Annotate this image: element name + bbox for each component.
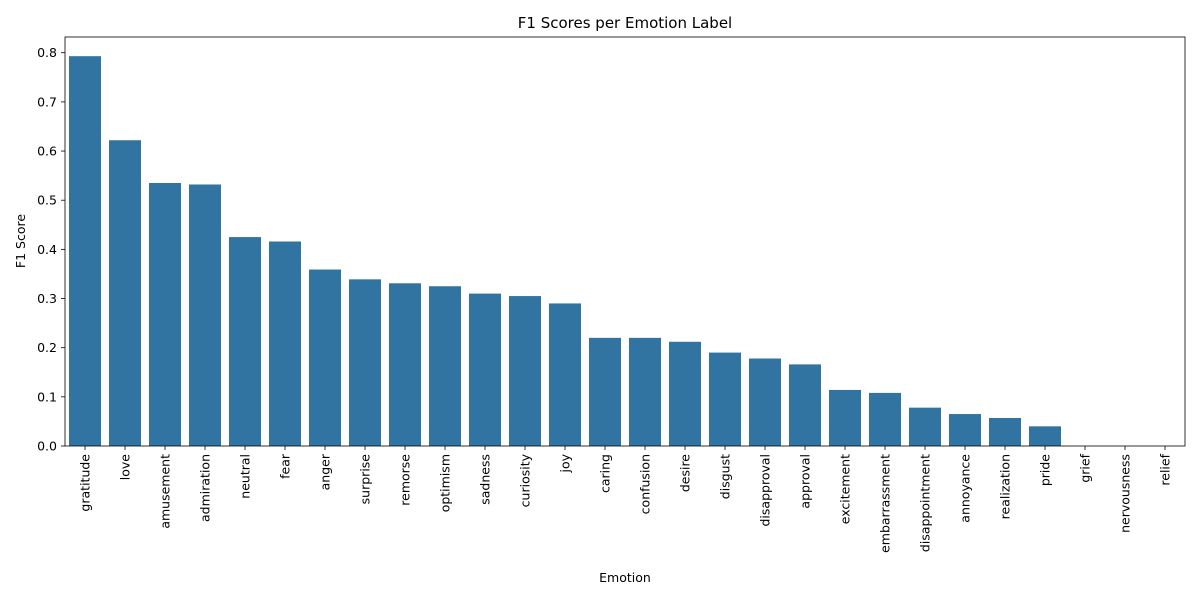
x-tick-label: excitement bbox=[838, 454, 853, 524]
bar-disapproval bbox=[749, 358, 781, 446]
x-tick-label: admiration bbox=[198, 454, 213, 522]
bar-confusion bbox=[629, 337, 661, 446]
x-tick-label: grief bbox=[1078, 453, 1093, 482]
x-tick-label: disgust bbox=[718, 454, 733, 499]
plot-frame bbox=[64, 36, 1186, 447]
y-tick-label: 0.6 bbox=[37, 144, 57, 159]
x-tick-label: anger bbox=[318, 453, 333, 490]
x-tick-label: nervousness bbox=[1118, 454, 1133, 533]
bar-approval bbox=[789, 364, 821, 446]
x-tick-label: realization bbox=[998, 454, 1013, 519]
y-tick-label: 0.7 bbox=[37, 94, 57, 109]
x-tick-label: approval bbox=[798, 454, 813, 509]
x-tick-label: joy bbox=[558, 453, 573, 473]
bar-remorse bbox=[389, 283, 421, 446]
bar-disgust bbox=[709, 352, 741, 446]
bar-pride bbox=[1029, 426, 1061, 446]
x-tick-label: neutral bbox=[238, 454, 253, 499]
x-tick-label: sadness bbox=[478, 454, 493, 505]
x-tick-label: disappointment bbox=[918, 454, 933, 552]
x-tick-label: optimism bbox=[438, 454, 453, 512]
bar-annoyance bbox=[949, 414, 981, 446]
x-tick-label: embarrassment bbox=[878, 454, 893, 553]
y-tick-label: 0.5 bbox=[37, 193, 57, 208]
y-tick-label: 0.3 bbox=[37, 291, 57, 306]
bar-gratitude bbox=[69, 56, 101, 446]
y-tick-label: 0.2 bbox=[37, 340, 57, 355]
bars-layer bbox=[69, 56, 1061, 447]
x-tick-label: caring bbox=[598, 454, 613, 493]
y-tick-label: 0.0 bbox=[37, 439, 57, 454]
x-tick-label: fear bbox=[278, 453, 293, 479]
bar-anger bbox=[309, 269, 341, 446]
x-tick-label: pride bbox=[1038, 454, 1053, 486]
y-tick-label: 0.1 bbox=[37, 389, 57, 404]
y-tick-label: 0.4 bbox=[37, 242, 57, 257]
bar-desire bbox=[669, 341, 701, 446]
bar-surprise bbox=[349, 279, 381, 446]
bar-realization bbox=[989, 417, 1021, 446]
y-axis-title: F1 Score bbox=[13, 214, 28, 268]
y-tick-label: 0.8 bbox=[37, 45, 57, 60]
y-axis: 0.0 0.1 0.2 0.3 0.4 0.5 0.6 0.7 0.8 bbox=[37, 45, 65, 454]
bar-caring bbox=[589, 337, 621, 446]
bar-disappointment bbox=[909, 407, 941, 446]
x-tick-label: desire bbox=[678, 454, 693, 492]
x-tick-label: gratitude bbox=[78, 454, 93, 512]
x-tick-label: surprise bbox=[358, 454, 373, 505]
bar-optimism bbox=[429, 286, 461, 446]
bar-amusement bbox=[149, 183, 181, 446]
x-tick-label: amusement bbox=[158, 454, 173, 529]
x-tick-label: annoyance bbox=[958, 454, 973, 523]
x-tick-label: confusion bbox=[638, 454, 653, 514]
bar-joy bbox=[549, 303, 581, 446]
bar-love bbox=[109, 140, 141, 447]
bar-embarrassment bbox=[869, 392, 901, 446]
x-tick-label: relief bbox=[1158, 453, 1173, 485]
chart-title: F1 Scores per Emotion Label bbox=[518, 14, 732, 32]
bar-neutral bbox=[229, 237, 261, 446]
bar-excitement bbox=[829, 389, 861, 446]
bar-fear bbox=[269, 241, 301, 446]
x-axis: gratitude love amusement admiration neutral f… bbox=[78, 446, 1173, 553]
x-tick-label: remorse bbox=[398, 454, 413, 506]
bar-admiration bbox=[189, 184, 221, 447]
x-tick-label: love bbox=[118, 454, 133, 481]
bar-curiosity bbox=[509, 296, 541, 446]
x-tick-label: disapproval bbox=[758, 454, 773, 527]
x-axis-title: Emotion bbox=[599, 570, 651, 585]
bar-sadness bbox=[469, 293, 501, 446]
x-tick-label: curiosity bbox=[518, 453, 533, 507]
